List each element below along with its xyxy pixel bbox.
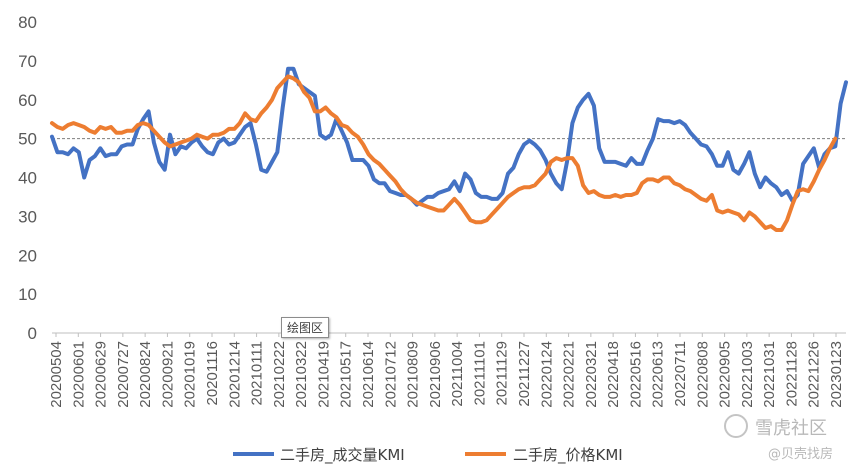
x-tick-label: 20230123: [828, 341, 845, 408]
x-tick-label: 20200629: [93, 341, 110, 408]
x-tick-label: 20210419: [315, 341, 332, 408]
legend-label-0: 二手房_成交量KMI: [280, 446, 405, 465]
plot-area-tooltip: 绘图区: [281, 317, 330, 338]
x-tick-label: 20200504: [48, 341, 65, 408]
x-tick-label: 20210111: [249, 341, 266, 406]
x-tick-label: 20211004: [449, 341, 466, 407]
x-tick-label: 20200601: [70, 341, 87, 408]
x-tick-label: 20200727: [115, 341, 132, 408]
watermark-secondary: @贝壳找房: [768, 447, 834, 462]
x-tick-label: 20210517: [338, 341, 355, 408]
x-tick-label: 20220905: [717, 341, 734, 408]
y-tick-label: 70: [18, 52, 37, 71]
x-tick-label: 20220613: [650, 341, 667, 408]
watermark-primary: 雪虎社区: [755, 418, 827, 439]
x-tick-label: 20211101: [471, 341, 488, 406]
x-tick-label: 20210614: [360, 341, 377, 408]
x-tick-label: 20220516: [627, 341, 644, 408]
x-tick-label: 20220808: [694, 341, 711, 408]
y-tick-label: 60: [18, 91, 37, 110]
y-tick-label: 40: [18, 169, 37, 188]
x-tick-label: 20220124: [538, 341, 555, 408]
x-tick-label: 20210906: [427, 341, 444, 408]
x-tick-label: 20221226: [806, 341, 823, 408]
x-tick-label: 20201019: [182, 341, 199, 408]
x-tick-label: 20210809: [405, 341, 422, 408]
y-tick-label: 80: [18, 13, 37, 32]
series-group: [50, 66, 848, 232]
y-tick-label: 50: [18, 130, 37, 149]
watermark-icon: [724, 414, 748, 438]
x-tick-label: 20210712: [382, 341, 399, 408]
y-tick-label: 0: [28, 324, 37, 343]
x-tick-label: 20201116: [204, 341, 221, 406]
legend: 二手房_成交量KMI 二手房_价格KMI: [233, 446, 623, 465]
y-tick-label: 10: [18, 285, 37, 304]
series-line-0: [50, 66, 848, 207]
x-tick-label: 20220321: [583, 341, 600, 408]
y-tick-label: 20: [18, 246, 37, 265]
x-tick-label: 20220221: [561, 341, 578, 408]
x-tick-label: 20200921: [159, 341, 176, 408]
x-tick-label: 20220711: [672, 341, 689, 407]
x-tick-label: 20201214: [226, 341, 243, 408]
y-tick-label: 30: [18, 207, 37, 226]
legend-label-1: 二手房_价格KMI: [513, 446, 623, 465]
x-tick-label: 20221003: [739, 341, 756, 408]
x-axis: 20200504 20200601 20200629 20200727 20200824…: [48, 333, 845, 408]
x-tick-label: 20221128: [783, 341, 800, 407]
x-tick-label: 20200824: [137, 341, 154, 408]
x-tick-label: 20211129: [494, 341, 511, 406]
x-tick-label: 20211227: [516, 341, 533, 407]
y-axis: 0 10 20 30 40 50 60 70 80: [18, 13, 37, 343]
series-line-1: [50, 74, 838, 232]
x-tick-label: 20210322: [293, 341, 310, 408]
x-tick-label: 20221031: [761, 341, 778, 408]
x-tick-label: 20220418: [605, 341, 622, 408]
x-tick-label: 20210222: [271, 341, 288, 408]
